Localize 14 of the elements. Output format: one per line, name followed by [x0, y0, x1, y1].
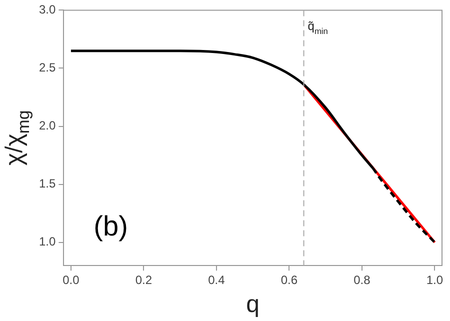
x-tick-label: 0.2 [135, 273, 152, 288]
x-tick-label: 0.0 [62, 273, 80, 288]
y-tick-label: 1.5 [38, 176, 56, 191]
y-tick-label: 2.0 [38, 118, 56, 133]
x-tick-label: 1.0 [426, 273, 444, 288]
annotation: (b) [94, 210, 128, 242]
x-axis-title: q [246, 291, 260, 318]
y-tick-label: 2.5 [38, 60, 56, 75]
x-tick-label: 0.6 [280, 273, 298, 288]
y-tick-label: 3.0 [38, 2, 56, 17]
y-tick-label: 1.0 [38, 234, 56, 249]
y-axis-title: χ/χmg [1, 110, 34, 166]
x-tick-label: 0.8 [354, 273, 371, 288]
x-tick-label: 0.4 [208, 273, 226, 288]
